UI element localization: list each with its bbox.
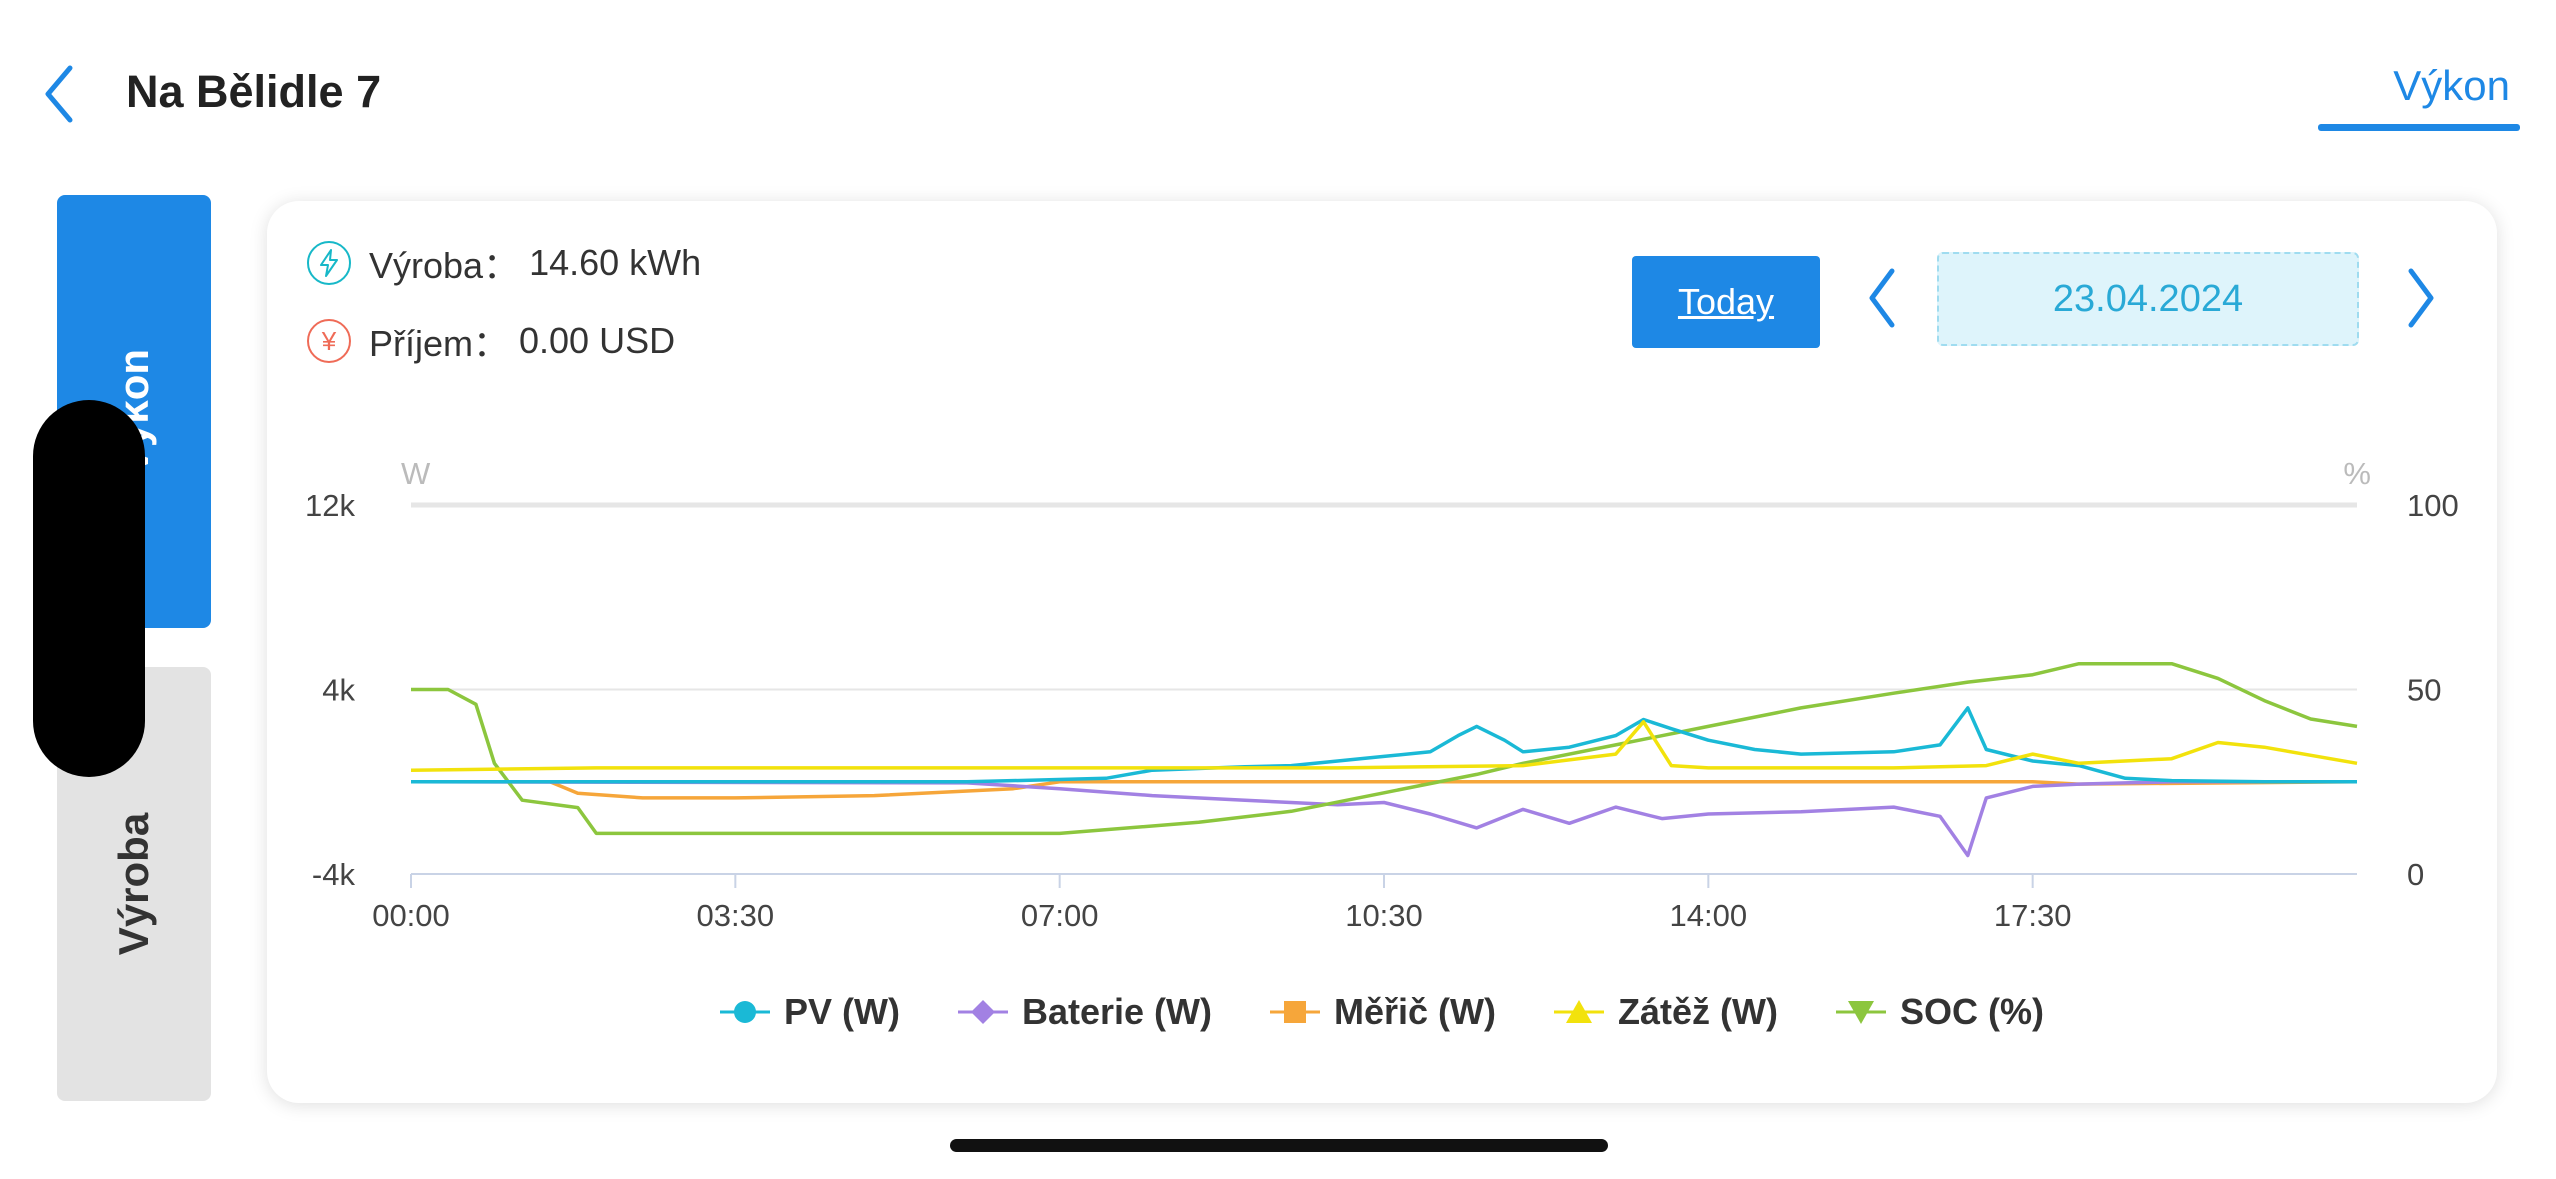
side-tab-vyroba-label: Výroba bbox=[110, 812, 157, 956]
power-chart-card: Výroba： 14.60 kWh ¥ Příjem： 0.00 USD Tod… bbox=[267, 201, 2497, 1103]
y-left-tick: 4k bbox=[322, 673, 355, 708]
tab-active-indicator bbox=[2318, 124, 2520, 131]
legend-item-soc[interactable]: SOC (%) bbox=[1836, 991, 2044, 1033]
series-line-soc bbox=[411, 661, 2358, 836]
legend-label: SOC (%) bbox=[1900, 991, 2044, 1032]
series-line-pv bbox=[411, 706, 2357, 784]
income-stat: ¥ Příjem： 0.00 USD bbox=[307, 315, 675, 367]
legend-item-pv[interactable]: PV (W) bbox=[720, 991, 900, 1033]
y-right-unit: % bbox=[2343, 456, 2371, 491]
redaction-overlay bbox=[33, 400, 145, 777]
yen-icon: ¥ bbox=[307, 319, 351, 363]
x-tick-label: 00:00 bbox=[372, 898, 450, 933]
x-tick-label: 07:00 bbox=[1021, 898, 1099, 933]
x-tick-label: 14:00 bbox=[1670, 898, 1748, 933]
y-right-tick: 0 bbox=[2407, 857, 2424, 892]
legend-marker-meter-icon bbox=[1270, 1001, 1321, 1023]
page-title: Na Bělidle 7 bbox=[126, 66, 382, 117]
income-value: 0.00 USD bbox=[519, 320, 676, 361]
legend-item-meter[interactable]: Měřič (W) bbox=[1270, 991, 1496, 1033]
legend-marker-load-icon bbox=[1554, 1000, 1605, 1023]
income-label: Příjem： bbox=[369, 323, 510, 364]
back-chevron-icon[interactable] bbox=[40, 62, 80, 126]
production-stat: Výroba： 14.60 kWh bbox=[307, 237, 701, 289]
home-indicator bbox=[950, 1139, 1608, 1152]
today-button[interactable]: Today bbox=[1632, 256, 1820, 348]
series-line-load bbox=[410, 720, 2358, 772]
y-right-tick: 100 bbox=[2407, 488, 2459, 523]
x-tick-label: 17:30 bbox=[1994, 898, 2072, 933]
y-left-unit: W bbox=[401, 456, 431, 491]
date-picker[interactable]: 23.04.2024 bbox=[1937, 252, 2359, 346]
production-label: Výroba： bbox=[369, 245, 520, 286]
legend-marker-soc-icon bbox=[1836, 1001, 1886, 1024]
tab-vykon[interactable]: Výkon bbox=[2393, 62, 2510, 109]
series-line-meter bbox=[411, 780, 2358, 800]
y-left-tick: -4k bbox=[312, 857, 356, 892]
legend-item-battery[interactable]: Baterie (W) bbox=[957, 991, 1213, 1033]
chevron-right-icon[interactable] bbox=[2401, 263, 2441, 333]
series-line-battery bbox=[410, 780, 2357, 858]
legend-label: Zátěž (W) bbox=[1618, 991, 1778, 1032]
legend-item-load[interactable]: Zátěž (W) bbox=[1554, 991, 1778, 1033]
legend-label: Měřič (W) bbox=[1334, 991, 1497, 1032]
legend-marker-battery-icon bbox=[957, 1000, 1008, 1024]
y-right-tick: 50 bbox=[2407, 673, 2441, 708]
lightning-icon bbox=[307, 241, 351, 285]
x-tick-label: 10:30 bbox=[1345, 898, 1423, 933]
production-value: 14.60 kWh bbox=[529, 242, 702, 283]
chart-legend: PV (W) Baterie (W) Měřič (W) Zátěž (W) SOC (… bbox=[267, 991, 2497, 1033]
legend-label: Baterie (W) bbox=[1021, 991, 1213, 1032]
x-tick-label: 03:30 bbox=[697, 898, 775, 933]
y-left-tick: 12k bbox=[305, 488, 355, 523]
chevron-left-icon[interactable] bbox=[1862, 263, 1902, 333]
legend-label: PV (W) bbox=[784, 991, 900, 1032]
power-line-chart: 12k 100 4k 50 -4k 0 W % 00:00 03:30 07:00 10:30 14:0… bbox=[305, 456, 2459, 933]
legend-marker-pv-icon bbox=[720, 1001, 770, 1023]
